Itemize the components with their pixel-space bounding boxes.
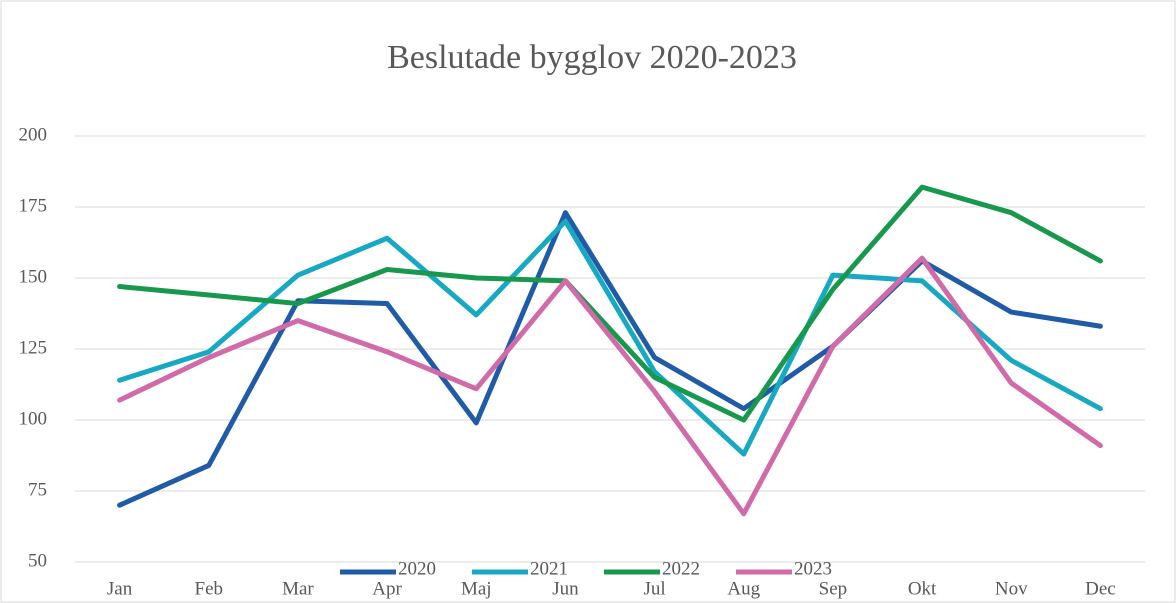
series-line [117, 255, 1103, 517]
lines [117, 184, 1103, 517]
x-tick-label: Mar [282, 578, 314, 599]
x-tick-label: Jul [643, 578, 665, 599]
y-tick-label: 50 [28, 550, 47, 571]
x-tick-label: Jan [107, 578, 133, 599]
x-tick-label: Jun [552, 578, 579, 599]
chart-title: Beslutade bygglov 2020-2023 [387, 39, 797, 76]
legend-label: 2022 [662, 558, 700, 579]
x-tick-label: Maj [461, 578, 492, 599]
y-tick-label: 75 [28, 479, 47, 500]
series-line [117, 184, 1103, 423]
legend-label: 2021 [530, 558, 568, 579]
y-tick-label: 125 [19, 337, 48, 358]
y-tick-label: 150 [19, 266, 48, 287]
x-tick-label: Apr [372, 578, 402, 599]
legend-label: 2020 [398, 558, 436, 579]
x-tick-label: Dec [1085, 578, 1116, 599]
x-tick-label: Feb [195, 578, 224, 599]
x-tick-label: Aug [727, 578, 760, 599]
x-tick-label: Nov [995, 578, 1028, 599]
series-line [117, 218, 1103, 457]
x-tick-label: Okt [908, 578, 937, 599]
legend-label: 2023 [794, 558, 832, 579]
legend: 2020 2021 2022 2023 [340, 558, 832, 579]
y-tick-label: 200 [19, 124, 48, 145]
grid: 50 75 100 125 150 175 200 Jan Feb Mar Apr Maj Jun Jul… [19, 124, 1145, 599]
x-tick-label: Sep [819, 578, 848, 599]
y-tick-label: 175 [19, 195, 48, 216]
y-tick-label: 100 [19, 408, 48, 429]
